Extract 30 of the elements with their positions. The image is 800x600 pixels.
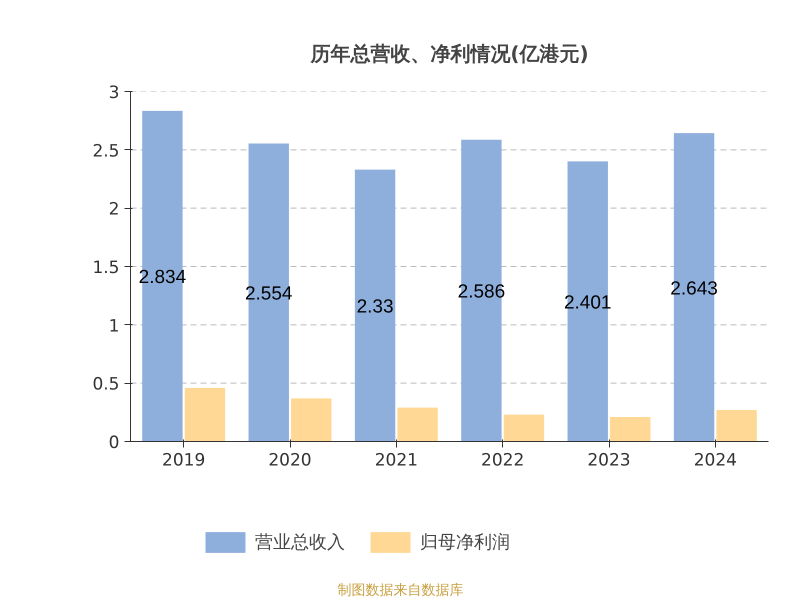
legend-label: 归母净利润	[420, 531, 510, 554]
bar	[184, 388, 226, 442]
bar	[291, 398, 332, 442]
data-label: 2.643	[670, 278, 718, 300]
data-label: 2.33	[356, 296, 394, 318]
data-label: 2.401	[564, 292, 612, 314]
bar	[716, 410, 757, 442]
x-tick-label: 2022	[481, 450, 524, 470]
y-tick-label: 1.5	[92, 258, 120, 278]
x-tick-label: 2024	[694, 450, 737, 470]
chart-title: 历年总营收、净利情况(亿港元)	[309, 42, 589, 66]
y-tick-label: 2	[108, 200, 120, 220]
x-tick-label: 2021	[374, 450, 418, 470]
y-tick-label: 1	[108, 316, 120, 336]
y-tick-label: 0	[108, 433, 120, 453]
y-tick-label: 0.5	[92, 374, 120, 395]
legend-label: 营业总收入	[255, 531, 345, 554]
bar	[397, 408, 438, 442]
data-label: 2.586	[458, 282, 506, 303]
text: 制图数据来自数据库	[338, 582, 464, 598]
bar	[504, 414, 544, 442]
y-tick-label: 2.5	[92, 141, 120, 162]
data-label: 2.554	[244, 284, 293, 305]
x-tick-label: 2023	[587, 450, 631, 470]
bar	[610, 417, 650, 442]
x-tick-label: 2020	[268, 450, 312, 470]
bar	[354, 170, 396, 442]
data-label: 2.834	[138, 267, 187, 288]
y-tick-label: 3	[108, 83, 120, 103]
x-tick-label: 2019	[162, 450, 206, 470]
